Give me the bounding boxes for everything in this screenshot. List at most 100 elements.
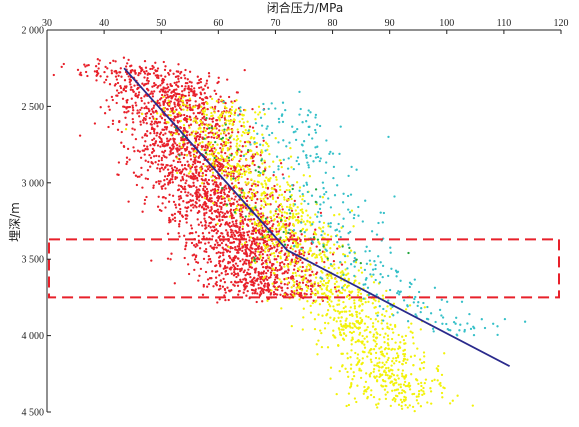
data-point <box>146 77 149 80</box>
data-point <box>256 222 259 226</box>
data-point <box>401 335 404 338</box>
data-point <box>152 184 155 187</box>
data-point <box>234 166 237 170</box>
data-point <box>185 101 189 105</box>
data-point <box>239 216 242 220</box>
data-point <box>163 175 167 178</box>
data-point <box>239 259 242 263</box>
data-point <box>138 111 141 114</box>
data-point <box>177 169 180 172</box>
data-point <box>190 133 193 136</box>
data-point <box>322 226 325 229</box>
data-point <box>250 184 254 187</box>
data-point <box>340 316 343 319</box>
data-point <box>222 100 225 104</box>
data-point <box>255 247 258 251</box>
data-point <box>369 372 373 375</box>
data-point <box>204 144 207 147</box>
data-point <box>192 181 195 184</box>
data-point <box>315 256 319 259</box>
data-point <box>123 105 126 109</box>
data-point <box>154 70 158 73</box>
data-point <box>191 106 194 109</box>
data-point <box>236 208 239 211</box>
data-point <box>217 109 220 113</box>
data-point <box>418 358 422 361</box>
data-point <box>254 231 258 234</box>
data-point <box>389 307 393 310</box>
data-point <box>293 281 296 284</box>
data-point <box>198 154 202 157</box>
data-point <box>189 170 192 173</box>
data-point <box>208 149 212 153</box>
data-point <box>176 157 179 160</box>
data-point <box>374 299 377 302</box>
data-point <box>251 197 254 201</box>
data-point <box>285 205 289 209</box>
data-point <box>212 158 215 162</box>
data-point <box>212 127 216 130</box>
data-point <box>204 146 207 149</box>
data-point <box>177 98 180 101</box>
data-point <box>419 328 422 331</box>
data-point <box>169 110 172 113</box>
data-point <box>198 96 202 100</box>
data-point <box>238 189 241 192</box>
data-point <box>222 251 225 254</box>
data-point <box>339 271 342 274</box>
data-point <box>257 113 260 116</box>
data-point <box>253 252 257 256</box>
data-point <box>201 182 204 185</box>
data-point <box>322 245 325 248</box>
data-point <box>317 339 320 342</box>
data-point <box>151 95 155 98</box>
data-point <box>165 127 168 130</box>
data-point <box>147 72 150 75</box>
data-point <box>291 125 294 128</box>
data-point <box>393 348 396 351</box>
data-point <box>224 223 227 226</box>
data-point <box>270 102 273 105</box>
data-point <box>180 99 183 102</box>
data-point <box>290 209 294 212</box>
data-point <box>238 144 241 147</box>
data-point <box>192 173 195 176</box>
data-point <box>305 209 308 212</box>
data-point <box>194 132 197 135</box>
data-point <box>259 223 263 226</box>
data-point <box>314 276 318 279</box>
data-point <box>169 138 172 141</box>
data-point <box>314 131 318 134</box>
data-point <box>282 230 285 234</box>
data-point <box>189 199 193 203</box>
data-point <box>356 357 359 360</box>
data-point <box>217 158 221 162</box>
data-point <box>173 115 176 118</box>
data-point <box>321 196 325 199</box>
data-point <box>311 270 314 273</box>
data-point <box>409 330 412 333</box>
data-point <box>264 166 267 169</box>
data-point <box>246 208 249 211</box>
data-point <box>348 386 352 389</box>
data-point <box>128 80 131 84</box>
data-point <box>299 195 302 198</box>
data-point <box>394 356 398 360</box>
data-point <box>280 165 283 169</box>
data-point <box>285 212 288 215</box>
data-point <box>219 279 222 282</box>
data-point <box>381 275 384 279</box>
data-point <box>260 246 263 249</box>
data-point <box>346 294 349 298</box>
data-point <box>168 216 171 220</box>
data-point <box>97 62 100 65</box>
data-point <box>126 62 129 65</box>
data-point <box>350 290 354 293</box>
data-point <box>201 293 205 296</box>
data-point <box>297 215 300 219</box>
data-point <box>379 273 382 276</box>
data-point <box>197 196 200 199</box>
data-point <box>147 160 150 164</box>
data-point <box>318 242 321 245</box>
data-point <box>160 187 164 190</box>
